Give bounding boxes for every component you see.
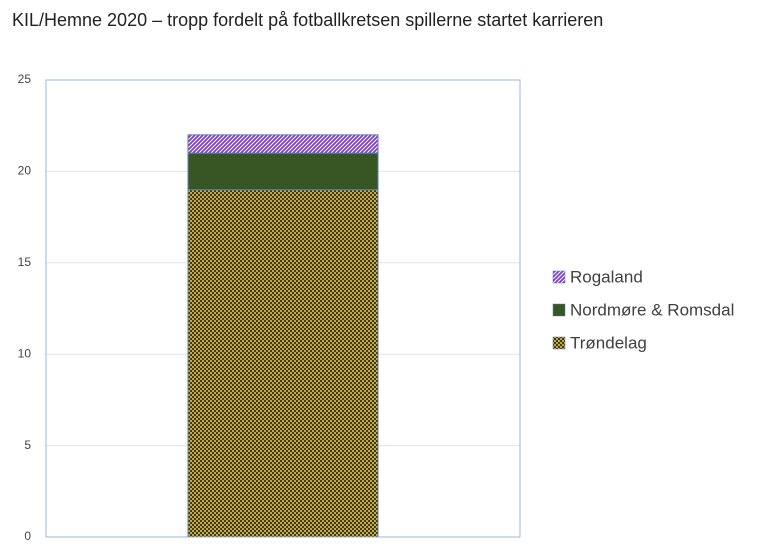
legend-label: Nordmøre & Romsdal	[570, 300, 734, 319]
bar-segment	[187, 152, 379, 191]
legend-label: Rogaland	[570, 267, 643, 286]
y-tick-label: 0	[24, 529, 31, 543]
legend-swatch	[552, 336, 566, 350]
y-tick-label: 25	[18, 72, 32, 86]
plot-border	[45, 79, 521, 538]
chart-title: KIL/Hemne 2020 – tropp fordelt på fotbal…	[12, 10, 603, 30]
bar-segment	[187, 189, 379, 538]
bar-segment	[187, 134, 379, 154]
legend-swatch	[552, 270, 566, 284]
legend-label: Trøndelag	[570, 333, 647, 352]
y-tick-label: 20	[18, 164, 32, 178]
y-tick-label: 10	[18, 346, 32, 360]
y-tick-label: 5	[24, 438, 31, 452]
legend-swatch	[552, 303, 566, 317]
y-tick-label: 15	[18, 255, 32, 269]
